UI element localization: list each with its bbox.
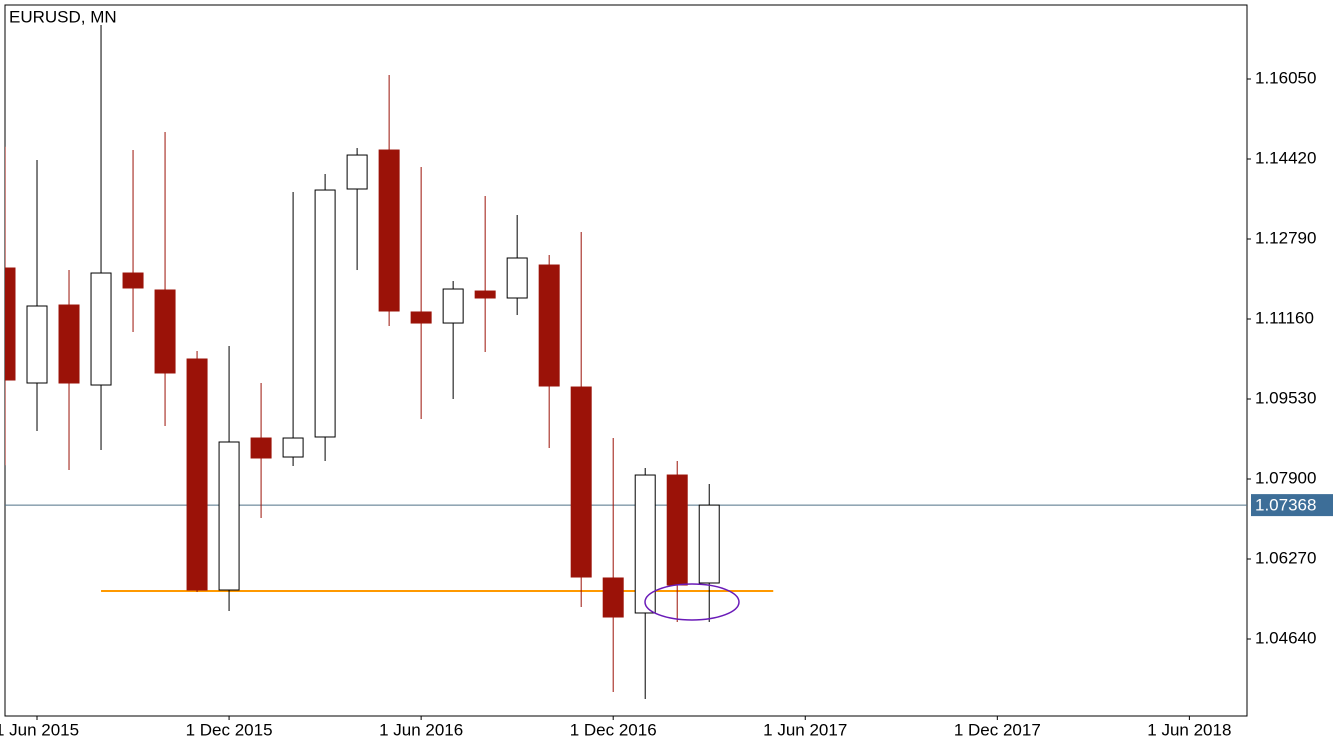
y-tick-label: 1.14420 xyxy=(1255,148,1316,167)
candle-body xyxy=(346,154,368,190)
chart-title: EURUSD, MN xyxy=(9,7,117,26)
candle-body xyxy=(218,441,240,591)
y-tick-label: 1.16050 xyxy=(1255,68,1316,87)
candle-body xyxy=(378,149,400,312)
candle-body xyxy=(666,474,688,586)
candle-body xyxy=(698,504,720,584)
candle-body xyxy=(250,437,272,459)
x-tick-label: 1 Jun 2017 xyxy=(763,720,847,739)
x-tick-label: 1 Dec 2016 xyxy=(570,720,657,739)
candle-body xyxy=(538,264,560,387)
candle-body xyxy=(506,257,528,299)
candle-body xyxy=(442,288,464,324)
marks xyxy=(5,25,1247,700)
x-tick-label: 1 Dec 2015 xyxy=(186,720,273,739)
candle-body xyxy=(122,272,144,289)
y-tick-label: 1.07900 xyxy=(1255,468,1316,487)
y-tick-label: 1.04640 xyxy=(1255,628,1316,647)
candle-body xyxy=(58,304,80,384)
candle-body xyxy=(634,474,656,614)
x-tick-label: 1 Jun 2018 xyxy=(1147,720,1231,739)
y-tick-label: 1.09530 xyxy=(1255,388,1316,407)
x-tick-label: 1 Jun 2016 xyxy=(379,720,463,739)
candle-body xyxy=(282,437,304,458)
highlight-ellipse xyxy=(644,583,740,621)
candle-body xyxy=(474,290,496,299)
current-price-box xyxy=(1251,494,1333,517)
plot-frame xyxy=(4,4,1248,717)
candle-body xyxy=(314,189,336,438)
candle-body xyxy=(410,311,432,324)
x-tick-label: 1 Jun 2015 xyxy=(0,720,79,739)
candle-body xyxy=(602,577,624,618)
candle-body xyxy=(26,305,48,384)
y-tick-label: 1.11160 xyxy=(1255,308,1314,327)
x-tick-label: 1 Dec 2017 xyxy=(954,720,1041,739)
candle-body xyxy=(570,386,592,578)
candle-body xyxy=(5,267,16,381)
y-tick-label: 1.12790 xyxy=(1255,228,1316,247)
y-tick-label: 1.06270 xyxy=(1255,548,1316,567)
candle-body xyxy=(154,289,176,374)
candle-body xyxy=(186,358,208,591)
current-price-label: 1.07368 xyxy=(1255,496,1316,515)
candle-body xyxy=(90,272,112,386)
